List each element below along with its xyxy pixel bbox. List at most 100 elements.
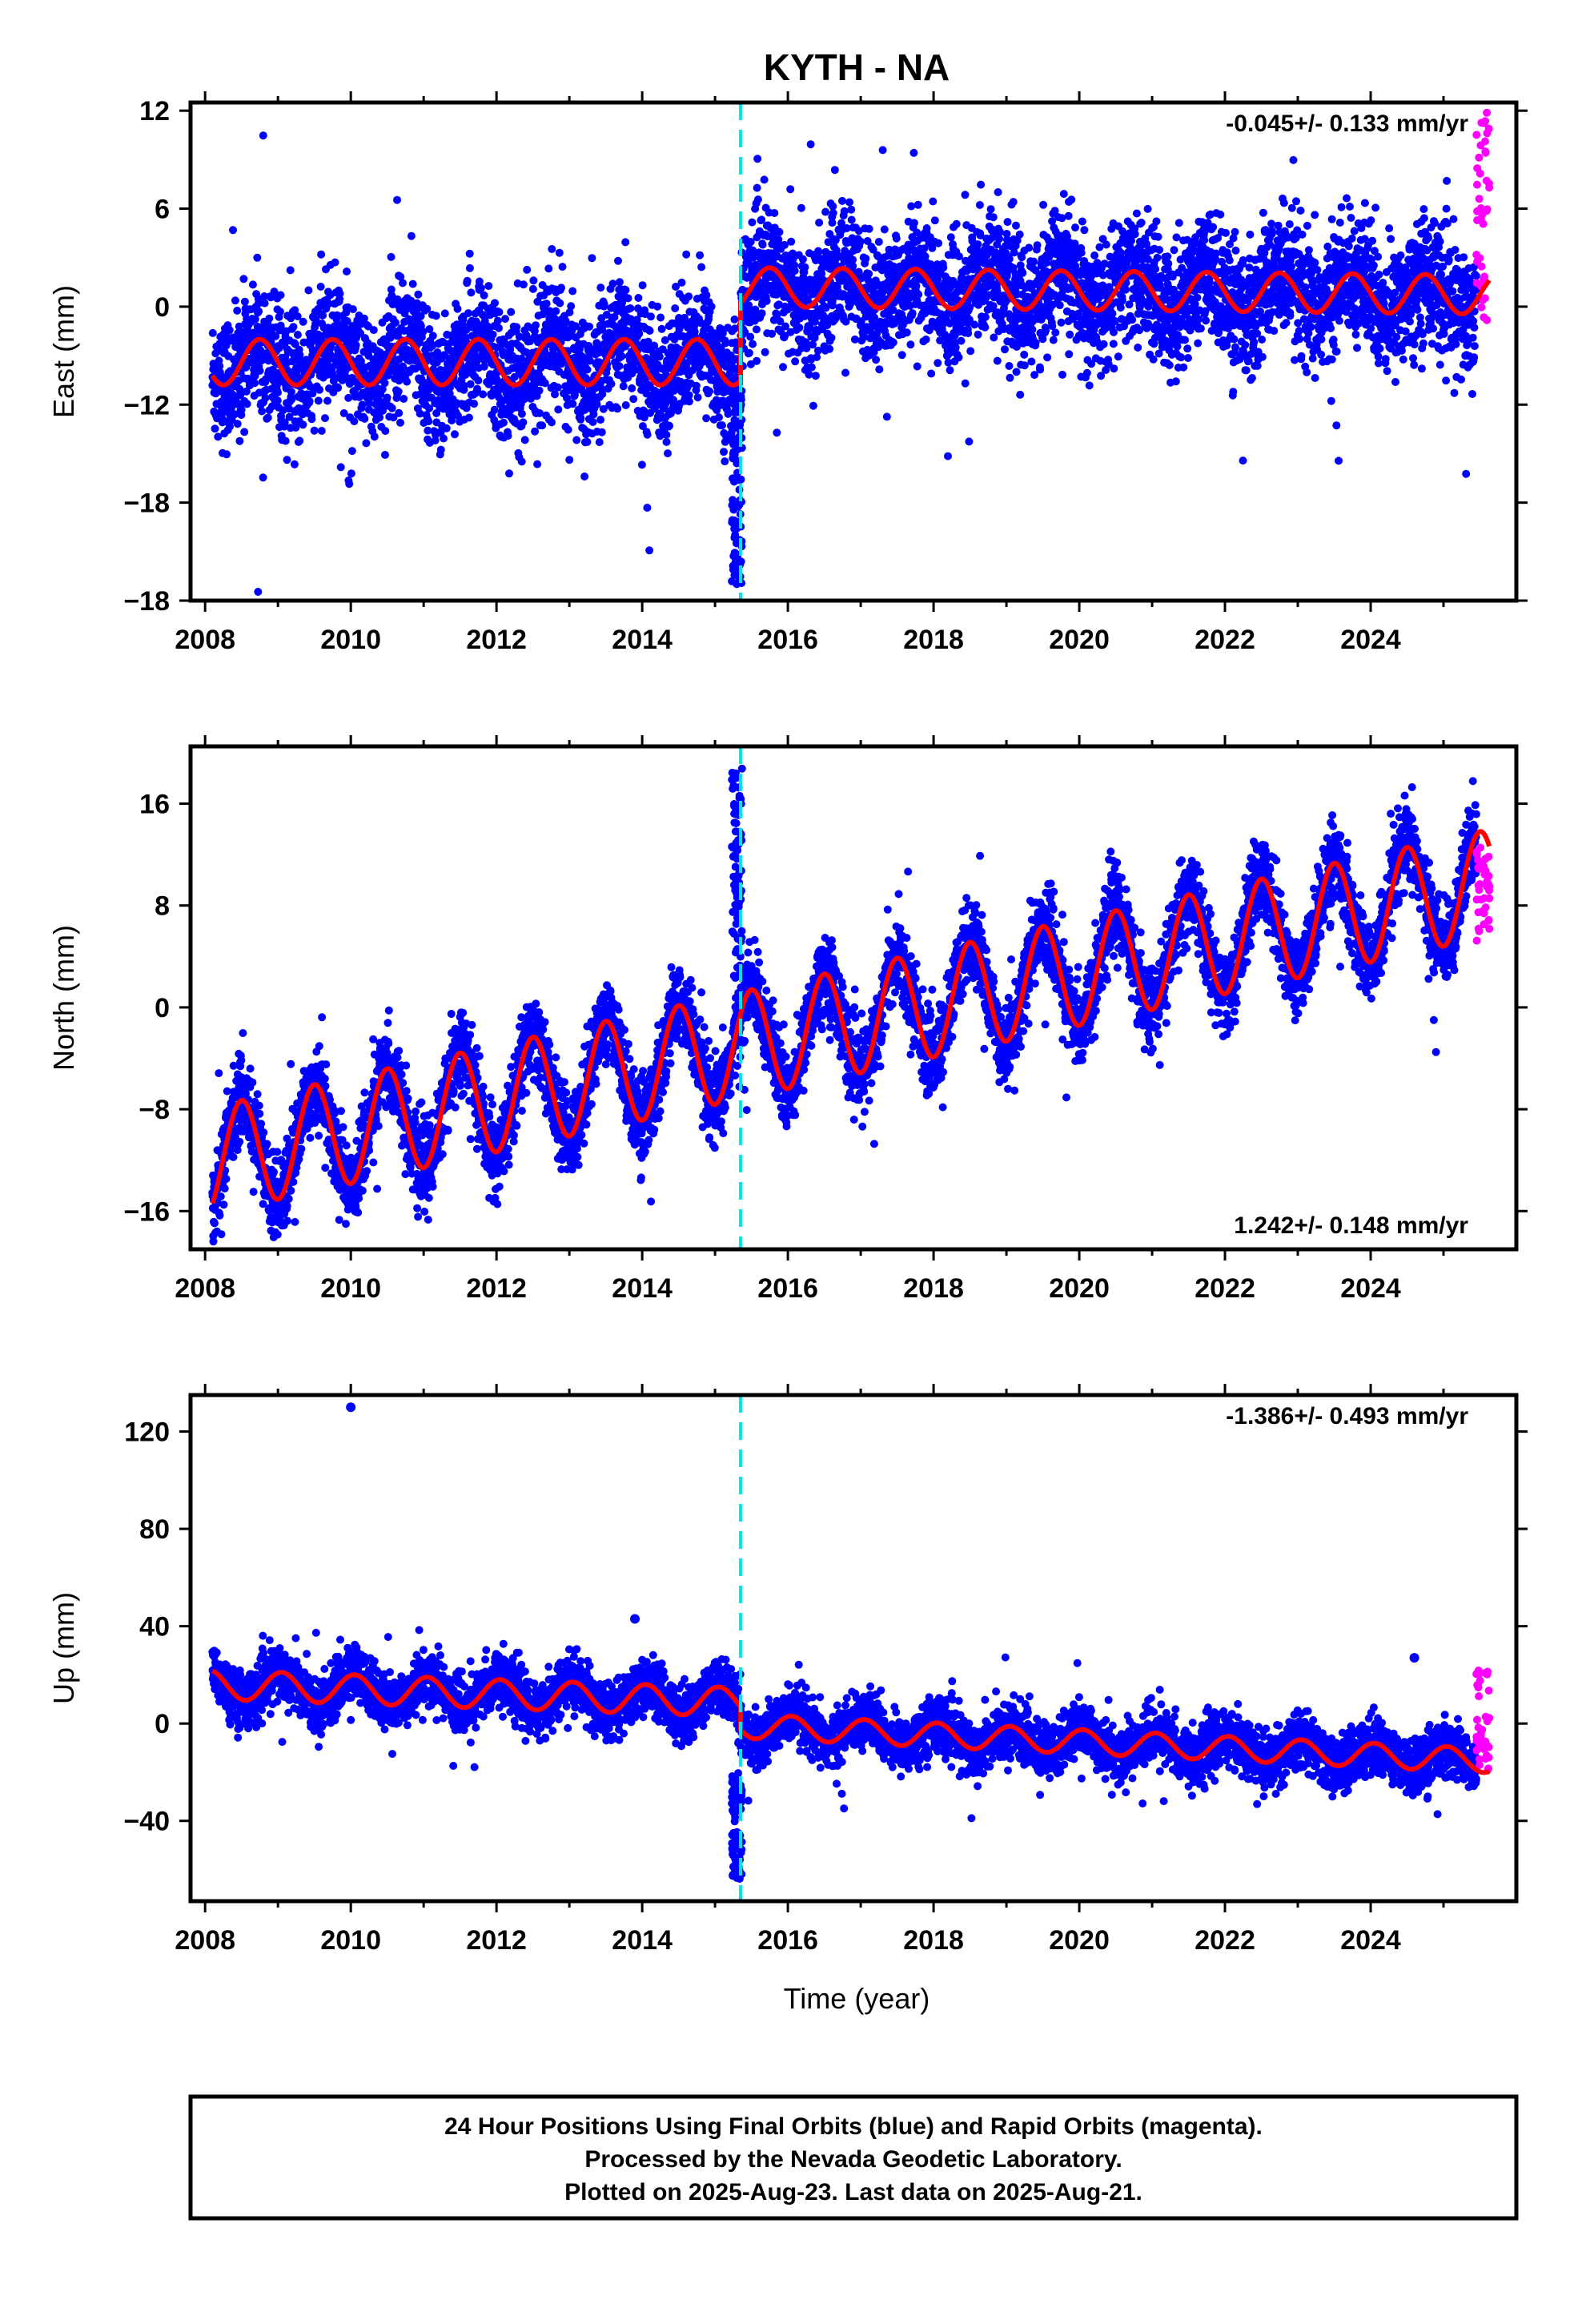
east-data-point bbox=[567, 302, 576, 311]
east-data-point bbox=[332, 374, 340, 382]
east-data-point bbox=[321, 414, 329, 423]
east-data-point bbox=[795, 324, 804, 332]
east-data-point bbox=[475, 277, 484, 286]
east-data-point bbox=[400, 395, 408, 403]
east-data-point bbox=[1153, 253, 1162, 262]
east-data-point bbox=[1059, 190, 1068, 199]
east-data-point bbox=[416, 409, 424, 418]
east-data-point bbox=[1155, 246, 1164, 254]
east-data-point bbox=[1030, 257, 1038, 266]
east-data-point bbox=[1109, 340, 1118, 348]
east-data-point bbox=[672, 283, 680, 291]
east-data-point bbox=[776, 317, 785, 326]
east-data-point bbox=[466, 380, 475, 388]
east-data-point bbox=[1042, 326, 1050, 335]
east-data-point bbox=[568, 400, 577, 408]
east-data-point bbox=[436, 428, 445, 436]
east-data-point bbox=[1025, 243, 1034, 252]
east-data-point bbox=[617, 352, 626, 360]
east-data-point bbox=[1031, 339, 1040, 347]
east-data-point bbox=[616, 278, 624, 287]
east-data-point bbox=[295, 351, 304, 359]
east-data-point bbox=[707, 302, 716, 311]
east-data-point bbox=[542, 300, 551, 308]
east-data-point bbox=[347, 469, 355, 478]
east-data-point bbox=[248, 280, 257, 289]
east-data-point bbox=[946, 366, 954, 375]
east-data-point bbox=[875, 365, 884, 374]
east-data-point bbox=[235, 436, 244, 445]
east-data-point bbox=[1172, 233, 1181, 242]
east-data-point bbox=[383, 393, 391, 402]
east-data-point bbox=[1055, 301, 1064, 310]
east-data-point bbox=[222, 341, 231, 350]
east-data-point bbox=[299, 420, 307, 429]
east-data-point bbox=[557, 283, 565, 292]
east-data-point bbox=[335, 289, 344, 298]
east-data-point bbox=[1202, 316, 1211, 325]
east-data-point bbox=[289, 323, 298, 332]
east-data-point bbox=[231, 296, 239, 305]
east-data-point bbox=[930, 216, 939, 225]
east-data-point bbox=[423, 304, 432, 313]
east-data-point bbox=[479, 390, 488, 399]
east-data-point bbox=[720, 448, 728, 456]
east-data-point bbox=[255, 367, 264, 375]
east-data-point bbox=[1033, 241, 1042, 250]
east-final-orbit-points bbox=[208, 131, 1480, 596]
east-data-point bbox=[634, 294, 643, 302]
east-data-point bbox=[847, 215, 856, 224]
east-data-point bbox=[964, 329, 973, 338]
east-data-point bbox=[705, 387, 714, 396]
east-data-point bbox=[645, 327, 654, 335]
east-data-point bbox=[280, 418, 289, 427]
east-data-point bbox=[1102, 240, 1110, 249]
east-data-point bbox=[440, 309, 449, 318]
east-data-point bbox=[1066, 330, 1074, 339]
east-data-point bbox=[299, 317, 307, 326]
east-data-point bbox=[490, 405, 499, 414]
east-data-point bbox=[797, 203, 805, 212]
east-data-point bbox=[966, 347, 975, 356]
east-data-point bbox=[387, 285, 396, 294]
east-data-point bbox=[535, 386, 544, 395]
east-data-point bbox=[986, 205, 995, 214]
east-data-point bbox=[383, 371, 392, 380]
east-data-point bbox=[644, 337, 652, 346]
east-data-point bbox=[1027, 357, 1036, 366]
east-data-point bbox=[685, 397, 693, 406]
east-data-point bbox=[805, 370, 813, 379]
east-data-point bbox=[615, 362, 624, 370]
east-data-point bbox=[365, 399, 374, 408]
east-data-point bbox=[657, 324, 666, 333]
east-data-point bbox=[295, 436, 304, 445]
east-data-point bbox=[1134, 344, 1142, 352]
east-data-point bbox=[1108, 309, 1117, 318]
east-data-point bbox=[362, 439, 371, 448]
east-data-point bbox=[1065, 350, 1074, 359]
east-data-point bbox=[585, 322, 594, 331]
east-data-point bbox=[798, 255, 807, 263]
east-data-point bbox=[907, 202, 916, 211]
east-data-point bbox=[480, 291, 488, 300]
east-data-point bbox=[990, 333, 998, 342]
east-data-point bbox=[1152, 217, 1161, 226]
east-data-point bbox=[909, 219, 918, 227]
east-data-point bbox=[770, 209, 779, 217]
east-data-point bbox=[790, 267, 799, 275]
east-data-point bbox=[801, 263, 809, 271]
east-data-point bbox=[263, 413, 272, 422]
east-data-point bbox=[1128, 316, 1137, 324]
east-data-point bbox=[762, 296, 771, 305]
east-data-point bbox=[829, 209, 837, 217]
east-data-point bbox=[977, 180, 986, 189]
east-data-point bbox=[310, 426, 319, 435]
east-data-point bbox=[343, 267, 351, 275]
east-data-point bbox=[267, 293, 275, 302]
east-data-point bbox=[465, 263, 474, 272]
east-data-point bbox=[274, 388, 282, 397]
east-data-point bbox=[323, 396, 331, 405]
east-data-point bbox=[1082, 368, 1091, 377]
east-data-point bbox=[786, 185, 795, 194]
east-data-point bbox=[889, 338, 897, 347]
